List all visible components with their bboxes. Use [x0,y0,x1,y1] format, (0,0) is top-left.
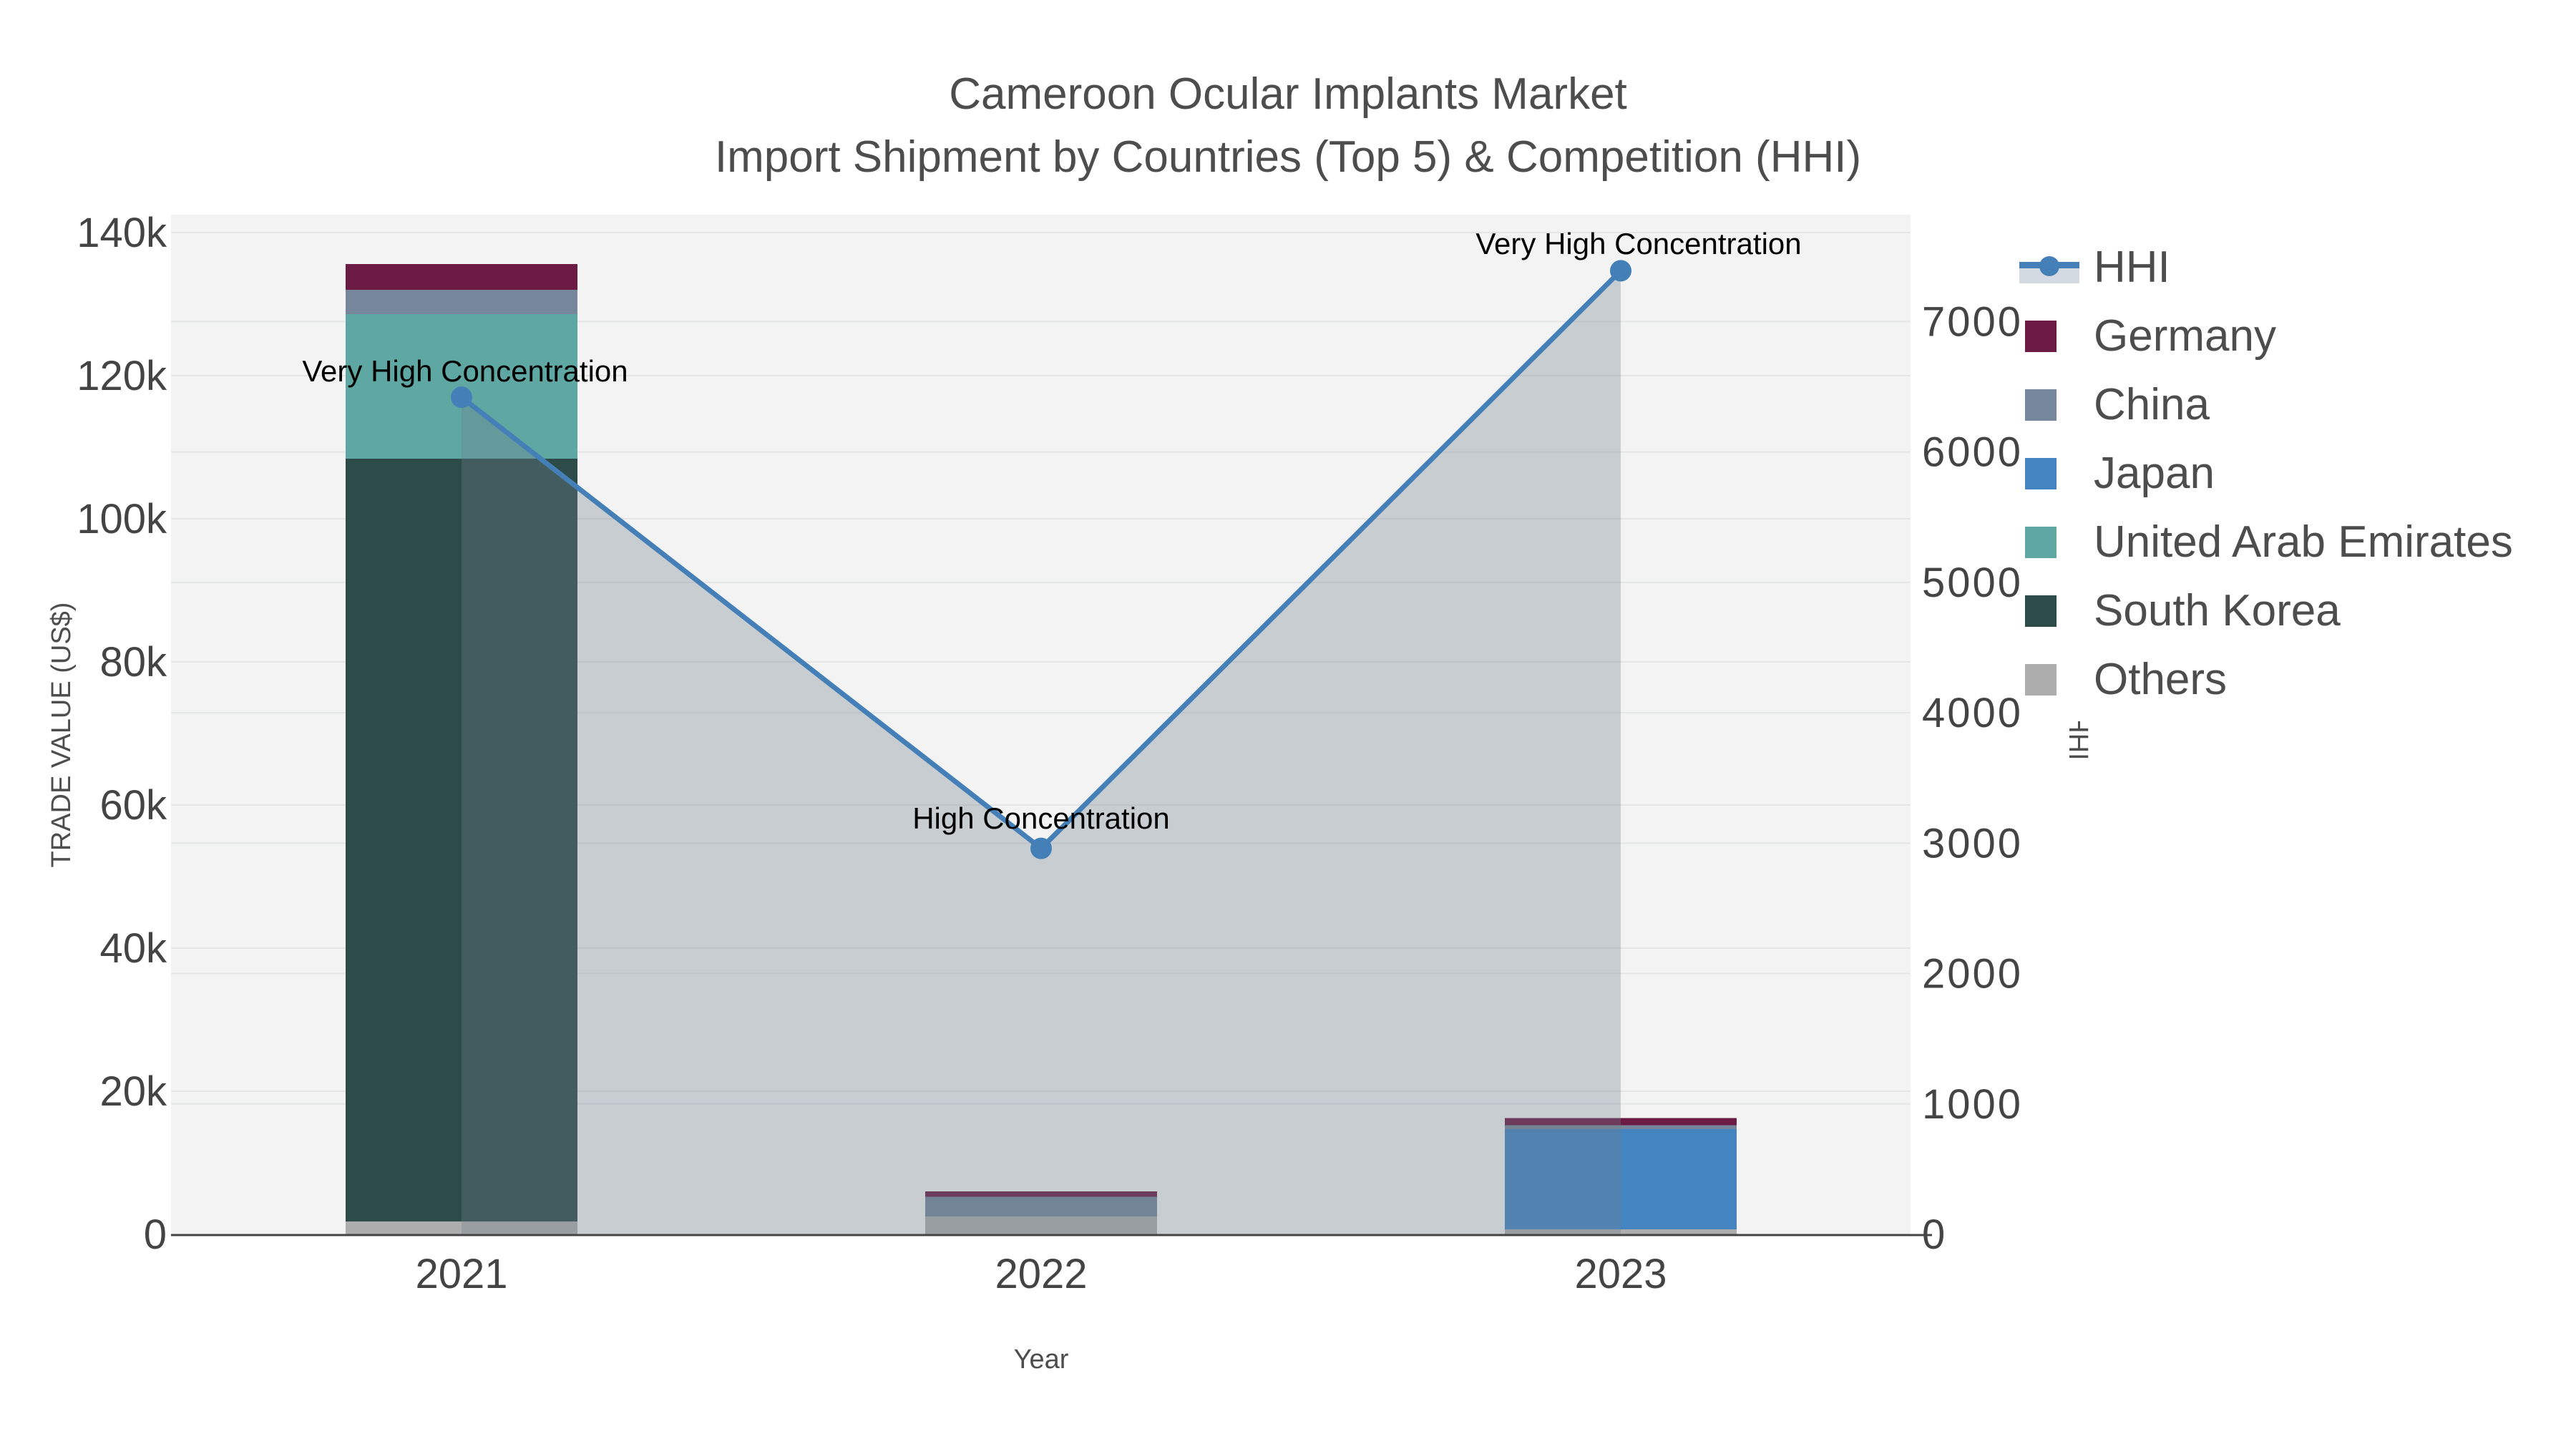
y-right-tick-label-2000: 2000 [1922,951,2023,997]
bar-segment-others-2021[interactable] [346,1221,577,1234]
legend-item-others[interactable]: Others [2019,645,2513,714]
y-right-tick-label-1000: 1000 [1922,1081,2023,1128]
y-right-tick-label-3000: 3000 [1922,820,2023,867]
y-left-tick-label-60k: 60k [99,782,167,829]
legend-label-others: Others [2094,655,2228,704]
y-right-axis-title: HHI [2063,713,2093,760]
legend-item-hhi[interactable]: HHI [2019,233,2513,302]
bar-segment-south-korea-2021[interactable] [346,459,577,1221]
x-tick-label-2021: 2021 [415,1251,507,1297]
legend-item-united-arab-emirates[interactable]: United Arab Emirates [2019,508,2513,577]
chart-title-line1: Cameroon Ocular Implants Market [949,69,1627,119]
legend-color-swatch-icon [2019,577,2082,645]
hhi-marker-2023[interactable] [1610,260,1631,282]
y-right-tick-label-0: 0 [1922,1211,1947,1258]
hhi-marker-2021[interactable] [451,386,472,409]
legend-label-hhi: HHI [2094,243,2170,292]
bar-segment-germany-2021[interactable] [346,264,577,290]
annotation-very-high-concentration-2023: Very High Concentration [1475,227,1801,260]
legend-label-china: China [2094,380,2210,429]
y-right-tick-label-6000: 6000 [1922,429,2023,476]
y-left-tick-label-140k: 140k [77,210,167,256]
bar-segment-germany-2023[interactable] [1505,1118,1737,1126]
bar-segment-japan-2023[interactable] [1505,1129,1737,1229]
y-right-tick-label-4000: 4000 [1922,690,2023,736]
chart-title-line2: Import Shipment by Countries (Top 5) & C… [715,132,1861,182]
hhi-area-fill [462,270,1621,1234]
bar-segment-others-2023[interactable] [1505,1229,1737,1234]
y-left-tick-label-120k: 120k [77,353,167,399]
legend-label-united-arab-emirates: United Arab Emirates [2094,517,2513,567]
annotation-high-concentration-2022: High Concentration [912,801,1170,835]
legend-swatch-germany-icon [2025,321,2057,352]
y-left-tick-label-40k: 40k [99,925,167,972]
legend-dot-icon [2039,256,2059,276]
y-left-axis-title: TRADE VALUE (US$) [47,602,77,868]
legend-color-swatch-icon [2019,371,2082,439]
legend-color-swatch-icon [2019,645,2082,714]
bar-segment-china-2021[interactable] [346,290,577,314]
bar-segment-china-2022[interactable] [925,1196,1157,1217]
legend-line-marker-icon [2019,233,2082,302]
y-right-tick-label-5000: 5000 [1922,560,2023,606]
y-left-tick-label-80k: 80k [99,639,167,686]
legend: HHI Germany China Japan United Arab Emirates… [2019,233,2534,721]
hhi-marker-2022[interactable] [1030,837,1052,859]
y-left-tick-label-20k: 20k [99,1068,167,1115]
x-tick-label-2022: 2022 [995,1251,1087,1297]
bar-segment-united-arab-emirates-2021[interactable] [346,314,577,459]
legend-label-south-korea: South Korea [2094,586,2341,635]
annotation-very-high-concentration-2021: Very High Concentration [302,354,628,388]
legend-label-germany: Germany [2094,311,2276,361]
bar-segment-germany-2022[interactable] [925,1191,1157,1197]
legend-swatch-united-arab-emirates-icon [2025,527,2057,558]
legend-swatch-south-korea-icon [2025,595,2057,627]
legend-color-swatch-icon [2019,439,2082,508]
legend-item-germany[interactable]: Germany [2019,302,2513,371]
legend-item-south-korea[interactable]: South Korea [2019,577,2513,645]
legend-item-china[interactable]: China [2019,371,2513,439]
x-axis-title: Year [1014,1345,1069,1375]
bar-segment-others-2022[interactable] [925,1216,1157,1234]
y-right-tick-label-7000: 7000 [1922,298,2023,345]
legend-color-swatch-icon [2019,508,2082,577]
bar-segment-china-2023[interactable] [1505,1125,1737,1130]
legend-item-japan[interactable]: Japan [2019,439,2513,508]
legend-label-japan: Japan [2094,449,2215,498]
y-left-tick-label-0: 0 [144,1211,167,1258]
legend-swatch-china-icon [2025,389,2057,421]
legend-color-swatch-icon [2019,302,2082,371]
x-tick-label-2023: 2023 [1574,1251,1667,1297]
legend-swatch-japan-icon [2025,458,2057,489]
y-left-tick-label-100k: 100k [77,496,167,542]
legend-swatch-others-icon [2025,664,2057,696]
